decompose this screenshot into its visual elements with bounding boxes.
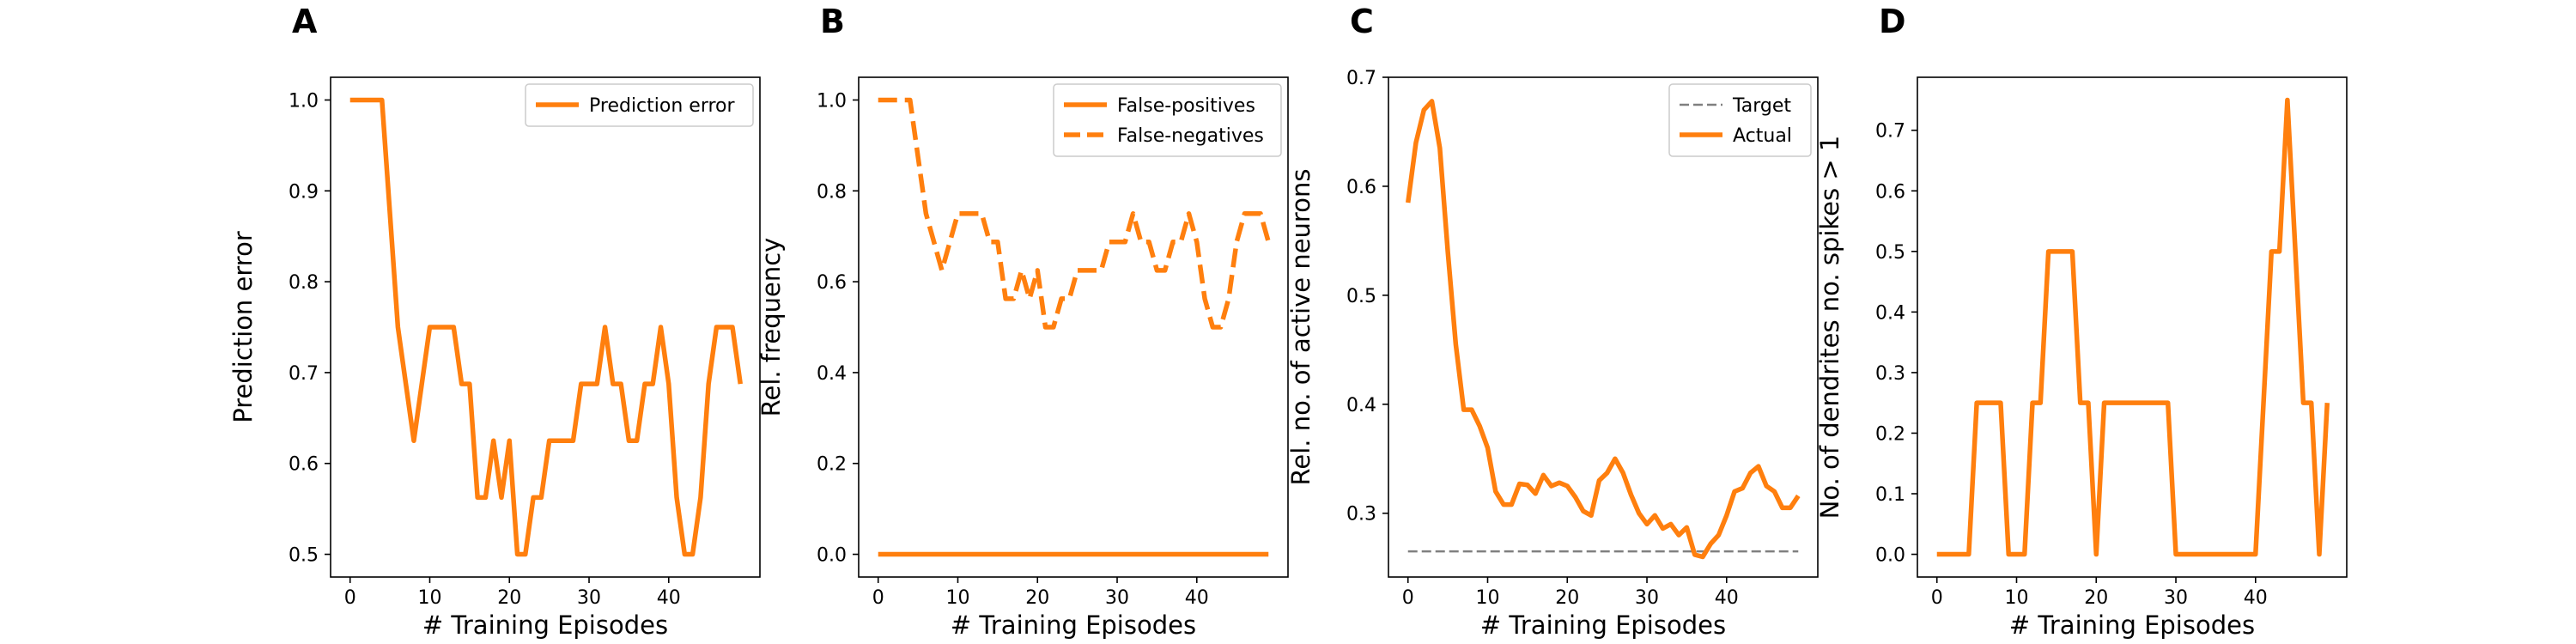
y-tick-label: 0.2 — [817, 454, 847, 476]
legend: Target Actual — [1668, 83, 1812, 157]
x-tick-label: 40 — [1715, 587, 1739, 609]
y-tick-label: 0.7 — [1875, 121, 1905, 143]
y-tick-label: 0.6 — [1346, 177, 1376, 198]
y-tick-label: 0.5 — [1875, 242, 1905, 264]
x-tick-label: 30 — [1105, 587, 1129, 609]
y-tick-label: 0.0 — [1875, 545, 1905, 567]
y-tick-label: 0.6 — [1875, 181, 1905, 203]
panel-b: B 0 10 20 30 40 0.0 0.2 0.4 0.6 0.8 1.0 # Training E… — [756, 3, 1289, 640]
y-axis-label: No. of dendrites no. spikes > 1 — [1815, 136, 1844, 519]
panel-a: A 0 10 20 30 40 0.5 0.6 0.7 0.8 0.9 1.0 # Training E… — [228, 3, 761, 640]
y-tick-label: 0.2 — [1875, 423, 1905, 445]
legend-box — [1668, 83, 1812, 157]
axes-frame — [1917, 76, 2348, 578]
y-tick-label: 0.3 — [1875, 363, 1905, 385]
x-tick-label: 20 — [1555, 587, 1579, 609]
y-tick-label: 0.1 — [1875, 484, 1905, 506]
y-axis-label: Rel. no. of active neurons — [1286, 169, 1315, 486]
panel-d: D 0 10 20 30 40 0.0 0.1 0.2 0.3 0.4 0.5 0.6 0.7 # Trai… — [1815, 3, 2348, 640]
x-tick-label: 30 — [577, 587, 601, 609]
y-tick-label: 0.6 — [289, 454, 319, 476]
x-tick-label: 10 — [417, 587, 441, 609]
series-line-prediction-error — [349, 97, 743, 557]
panel-letter: B — [820, 3, 845, 40]
x-tick-label: 0 — [1931, 587, 1943, 609]
y-tick-label: 0.5 — [1346, 286, 1376, 307]
x-tick-label: 10 — [2004, 587, 2028, 609]
x-tick-label: 20 — [1025, 587, 1049, 609]
legend-label: Target — [1732, 95, 1791, 117]
y-tick-label: 0.7 — [1346, 68, 1376, 89]
series-line-actual — [1406, 99, 1801, 560]
x-axis-label: # Training Episodes — [2009, 611, 2255, 640]
y-tick-label: 0.4 — [1875, 302, 1905, 324]
y-tick-label: 0.0 — [817, 545, 847, 567]
x-tick-label: 40 — [657, 587, 681, 609]
x-axis-label: # Training Episodes — [1480, 611, 1726, 640]
series-line-main — [1936, 97, 2330, 557]
legend-box — [1053, 83, 1282, 157]
axes-frame — [330, 76, 761, 578]
legend-label: False-positives — [1117, 95, 1255, 117]
y-tick-label: 1.0 — [817, 90, 847, 112]
legend-label: False-negatives — [1117, 125, 1264, 147]
x-tick-label: 0 — [344, 587, 356, 609]
y-axis-label: Prediction error — [228, 231, 258, 423]
y-tick-label: 0.5 — [289, 545, 319, 567]
y-axis-label: Rel. frequency — [756, 238, 786, 417]
x-tick-label: 10 — [945, 587, 969, 609]
series-line-false-negatives — [878, 97, 1271, 330]
x-tick-label: 30 — [1635, 587, 1659, 609]
x-tick-label: 40 — [2244, 587, 2268, 609]
legend-label: Actual — [1733, 125, 1792, 147]
x-tick-label: 40 — [1185, 587, 1209, 609]
y-tick-label: 1.0 — [289, 90, 319, 112]
axes-frame — [1388, 76, 1819, 578]
axes-frame — [858, 76, 1289, 578]
panel-letter: A — [292, 3, 318, 40]
y-tick-label: 0.3 — [1346, 504, 1376, 526]
panel-letter: D — [1879, 3, 1906, 40]
y-tick-label: 0.7 — [289, 363, 319, 385]
y-tick-label: 0.8 — [817, 181, 847, 203]
y-tick-label: 0.9 — [289, 181, 319, 203]
y-tick-label: 0.8 — [289, 272, 319, 294]
y-tick-label: 0.6 — [817, 272, 847, 294]
x-tick-label: 20 — [2084, 587, 2108, 609]
x-tick-label: 0 — [1402, 587, 1414, 609]
legend-box — [525, 83, 754, 127]
x-tick-label: 30 — [2164, 587, 2188, 609]
panel-c: C 0 10 20 30 40 0.3 0.4 0.5 0.6 0.7 # Training Epis… — [1286, 3, 1819, 640]
panel-letter: C — [1350, 3, 1374, 40]
x-axis-label: # Training Episodes — [951, 611, 1196, 640]
x-tick-label: 0 — [872, 587, 884, 609]
x-tick-label: 10 — [1475, 587, 1499, 609]
legend: False-positives False-negatives — [1053, 83, 1282, 157]
y-tick-label: 0.4 — [1346, 395, 1376, 416]
legend: Prediction error — [525, 83, 754, 127]
x-axis-label: # Training Episodes — [422, 611, 668, 640]
legend-label: Prediction error — [589, 95, 735, 117]
x-tick-label: 20 — [497, 587, 521, 609]
y-tick-label: 0.4 — [817, 363, 847, 385]
